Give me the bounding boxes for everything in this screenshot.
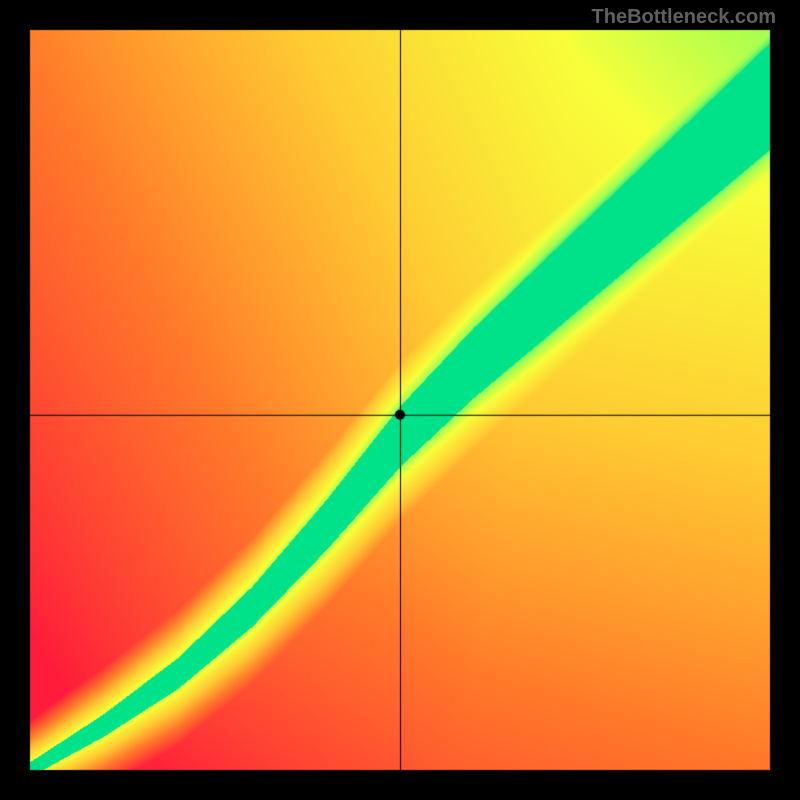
watermark-text: TheBottleneck.com <box>592 6 776 29</box>
bottleneck-heatmap <box>0 0 800 800</box>
